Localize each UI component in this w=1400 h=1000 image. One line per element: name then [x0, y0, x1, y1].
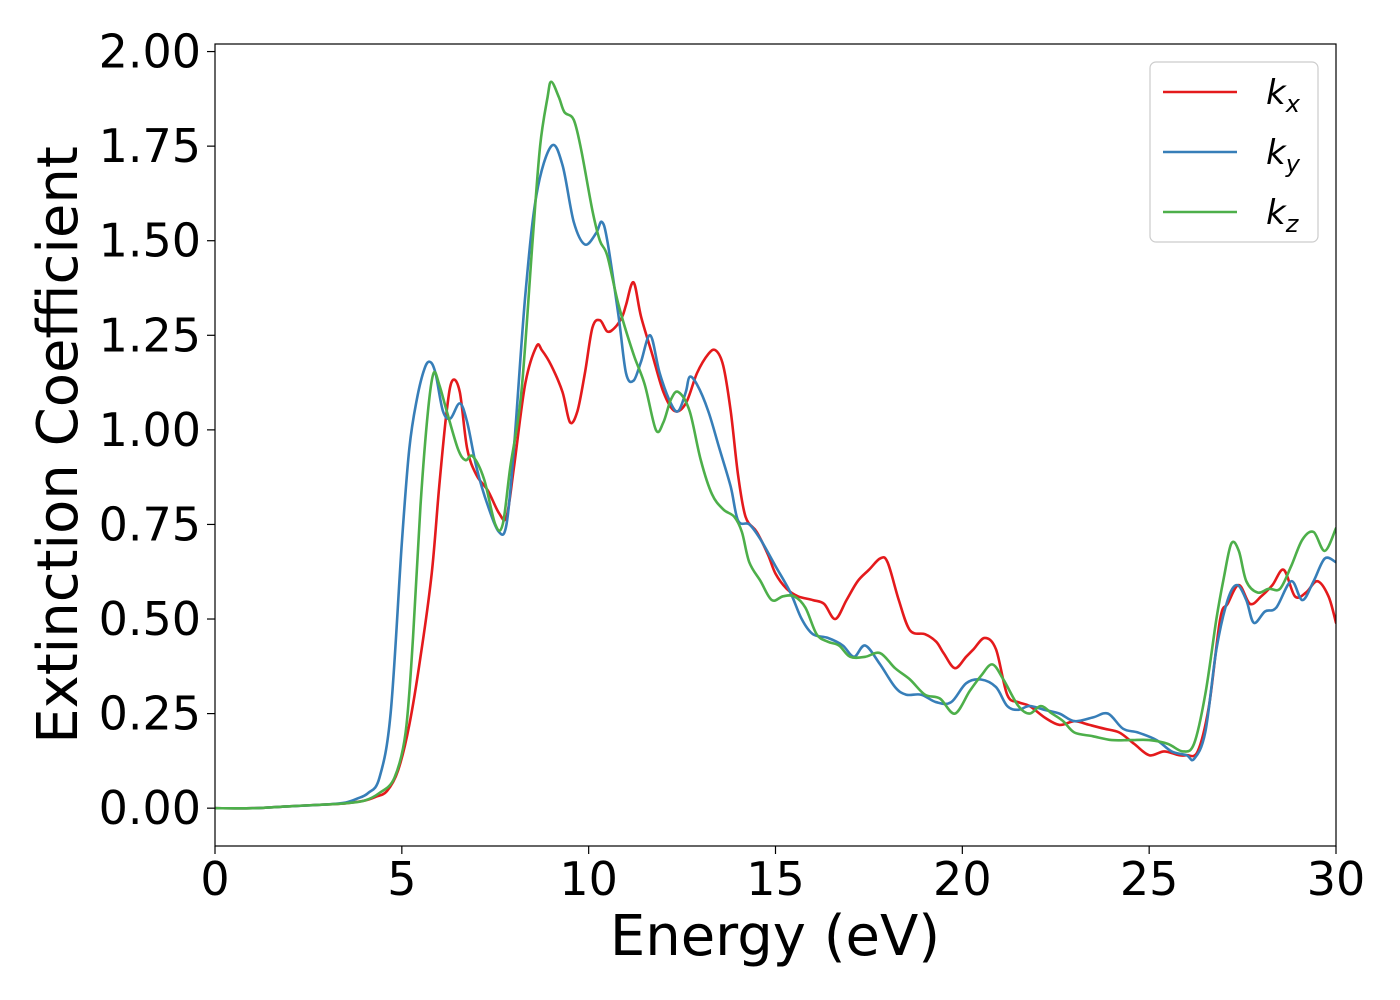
x-tick-label: 10 — [559, 852, 618, 906]
x-axis-label: Energy (eV) — [610, 904, 940, 969]
legend-label-main: k — [1266, 193, 1287, 233]
y-tick-label: 1.25 — [99, 308, 201, 362]
legend-label-main: k — [1266, 133, 1287, 173]
y-axis: 0.00 0.25 0.50 0.75 1.00 1.25 1.50 1.75 2.00 — [99, 25, 215, 835]
y-tick-label: 1.75 — [99, 119, 201, 173]
y-tick-label: 2.00 — [99, 25, 201, 79]
x-tick-label: 30 — [1307, 852, 1366, 906]
legend-label-main: k — [1266, 73, 1287, 113]
x-axis: 0 5 10 15 20 25 30 — [200, 846, 1365, 906]
y-tick-label: 0.25 — [99, 687, 201, 741]
legend-label: kz — [1266, 193, 1300, 238]
series-line-ky — [215, 143, 1336, 810]
legend-label-subscript: z — [1285, 210, 1300, 238]
series-line-kz — [215, 80, 1336, 810]
legend-label-subscript: x — [1285, 90, 1301, 118]
x-tick-label: 20 — [933, 852, 992, 906]
x-tick-label: 0 — [200, 852, 229, 906]
y-axis-label: Extinction Coefficient — [26, 146, 91, 744]
x-tick-label: 25 — [1120, 852, 1179, 906]
y-tick-label: 0.00 — [99, 781, 201, 835]
legend-label-subscript: y — [1285, 150, 1301, 178]
legend-label: ky — [1266, 133, 1301, 178]
x-tick-label: 5 — [387, 852, 416, 906]
legend-label: kx — [1266, 73, 1301, 118]
series-layer — [215, 80, 1336, 810]
y-tick-label: 1.00 — [99, 403, 201, 457]
x-tick-label: 15 — [746, 852, 805, 906]
y-tick-label: 0.50 — [99, 592, 201, 646]
y-tick-label: 0.75 — [99, 497, 201, 551]
y-tick-label: 1.50 — [99, 214, 201, 268]
